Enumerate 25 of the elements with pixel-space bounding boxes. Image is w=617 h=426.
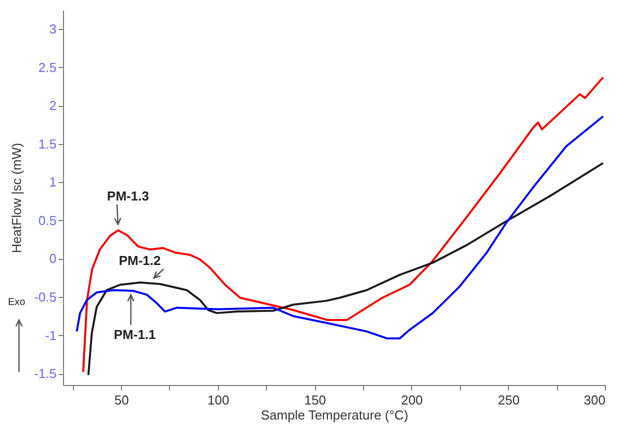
annotation: PM-1.3 bbox=[107, 188, 149, 204]
y-tick-label: 2 bbox=[49, 98, 56, 114]
x-tick-label: 150 bbox=[304, 392, 326, 408]
y-tick-label: 2.5 bbox=[38, 60, 56, 75]
y-tick-label: 1 bbox=[49, 174, 56, 190]
y-tick-label: 0 bbox=[49, 251, 56, 266]
x-tick-label: 50 bbox=[114, 392, 129, 408]
y-tick-label: -1 bbox=[44, 328, 56, 343]
x-tick-label: 300 bbox=[584, 392, 606, 408]
line-series bbox=[76, 115, 604, 340]
y-tick-label: -0.5 bbox=[34, 289, 56, 304]
line-series bbox=[82, 76, 604, 373]
x-tick-label: 200 bbox=[401, 392, 423, 408]
annotation: PM-1.2 bbox=[118, 252, 161, 268]
line-series bbox=[87, 162, 604, 376]
y-tick-label: 3 bbox=[49, 22, 56, 37]
annotation: PM-1.1 bbox=[114, 326, 156, 342]
y-tick-label: 0.5 bbox=[38, 212, 56, 228]
x-tick-label: 100 bbox=[208, 392, 230, 408]
y-tick-label: 1.5 bbox=[38, 136, 56, 152]
x-axis-title: Sample Temperature (°C) bbox=[260, 408, 408, 422]
y-tick-label: -1.5 bbox=[34, 366, 56, 382]
text: Exo bbox=[8, 297, 26, 308]
x-tick-label: 250 bbox=[498, 392, 520, 408]
y-axis-title: HeatFlow |sc (mW) bbox=[9, 142, 24, 254]
